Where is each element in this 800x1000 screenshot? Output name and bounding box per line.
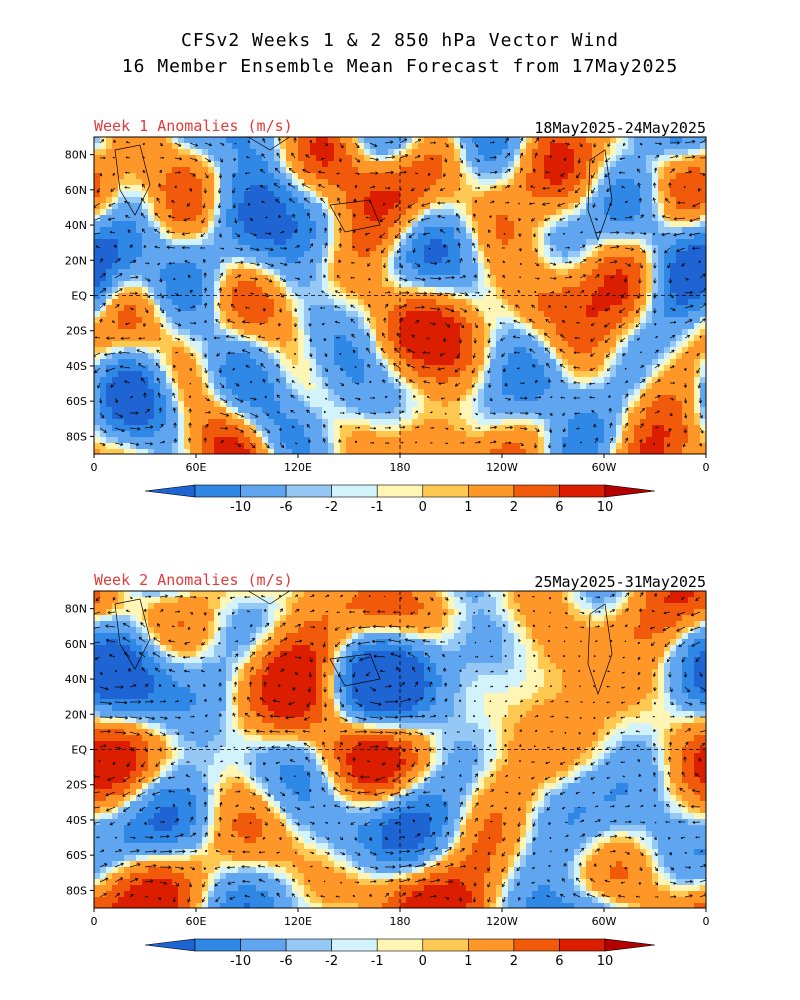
lon-tick-label: 120E xyxy=(284,915,312,928)
lat-tick-label: EQ xyxy=(71,744,87,757)
colorbar-segment xyxy=(376,484,424,498)
colorbar-tick-label: 2 xyxy=(510,954,518,969)
lat-tick-label: 80S xyxy=(66,884,87,897)
colorbar-segment xyxy=(559,484,606,498)
lon-tick-label: 60E xyxy=(186,915,207,928)
lat-tick-label: 80N xyxy=(65,149,87,162)
lon-tick-label: 60W xyxy=(592,461,617,474)
colorbar-tick-label: 1 xyxy=(464,954,472,969)
colorbar-segment xyxy=(240,938,287,952)
colorbar-segment xyxy=(559,938,606,952)
colorbar-segment xyxy=(422,938,469,952)
colorbar-tick-label: -2 xyxy=(325,500,338,515)
lat-tick-label: 60N xyxy=(65,184,87,197)
panel-2-title: Week 2 Anomalies (m/s) xyxy=(94,571,293,589)
lon-tick-label: 0 xyxy=(703,461,710,474)
lat-tick-label: EQ xyxy=(71,290,87,303)
lon-tick-label: 0 xyxy=(91,915,98,928)
colorbar-segment xyxy=(285,938,332,952)
panel-1-title: Week 1 Anomalies (m/s) xyxy=(94,117,293,135)
panel-2-map: 80N 60N 40N 20N EQ 20S 40S 60S 80S 0 60E 120E 180 120… xyxy=(65,590,710,928)
colorbar-tick-label: -10 xyxy=(230,954,251,969)
lat-tick-label: 40S xyxy=(66,360,87,373)
colorbar-tick-label: -1 xyxy=(371,500,384,515)
colorbar-tick-label: 6 xyxy=(555,500,563,515)
lat-tick-label: 60S xyxy=(66,395,87,408)
lat-tick-label: 20S xyxy=(66,325,87,338)
panel-2-colorbar: -10 -6 -2 -1 0 1 2 6 10 xyxy=(144,938,656,969)
lat-tick-label: 40N xyxy=(65,673,87,686)
colorbar-segment xyxy=(240,484,287,498)
colorbar-segment xyxy=(513,484,560,498)
colorbar-segment xyxy=(194,938,241,952)
colorbar-left-arrow xyxy=(144,938,196,952)
lon-tick-label: 180 xyxy=(390,915,411,928)
lon-tick-label: 120E xyxy=(284,461,312,474)
lat-tick-label: 60N xyxy=(65,638,87,651)
colorbar-segment xyxy=(376,938,424,952)
panel-2-date-range: 25May2025-31May2025 xyxy=(534,573,706,591)
colorbar-segment xyxy=(422,484,469,498)
colorbar-tick-label: 0 xyxy=(419,954,427,969)
panel-1-colorbar: -10 -6 -2 -1 0 1 2 6 10 xyxy=(144,484,656,515)
lat-tick-label: 40N xyxy=(65,219,87,232)
lat-tick-label: 20N xyxy=(65,708,87,721)
lat-tick-label: 80N xyxy=(65,603,87,616)
colorbar-right-arrow xyxy=(604,484,656,498)
lon-tick-label: 60E xyxy=(186,461,207,474)
colorbar-segment xyxy=(468,484,515,498)
figure-title-line-1: CFSv2 Weeks 1 & 2 850 hPa Vector Wind xyxy=(181,30,619,51)
colorbar-segment xyxy=(194,484,241,498)
colorbar-tick-label: 0 xyxy=(419,500,427,515)
lon-tick-label: 180 xyxy=(390,461,411,474)
colorbar-tick-label: 2 xyxy=(510,500,518,515)
colorbar-right-arrow xyxy=(604,938,656,952)
colorbar-tick-label: 10 xyxy=(597,954,614,969)
colorbar-tick-label: 6 xyxy=(555,954,563,969)
colorbar-segment xyxy=(468,938,515,952)
colorbar-segment xyxy=(285,484,332,498)
colorbar-tick-label: 10 xyxy=(597,500,614,515)
colorbar-tick-label: -6 xyxy=(280,500,293,515)
panel-1-map: 80N 60N 40N 20N EQ 20S 40S 60S 80S 0 60E 120E 180 120… xyxy=(65,136,710,474)
colorbar-left-arrow xyxy=(144,484,196,498)
colorbar-segment xyxy=(331,938,378,952)
colorbar-tick-label: -1 xyxy=(371,954,384,969)
colorbar-segment xyxy=(513,938,560,952)
colorbar-tick-label: -6 xyxy=(280,954,293,969)
colorbar-segment xyxy=(331,484,378,498)
lat-tick-label: 60S xyxy=(66,849,87,862)
lon-tick-label: 120W xyxy=(486,915,518,928)
lat-tick-label: 20S xyxy=(66,779,87,792)
lon-tick-label: 120W xyxy=(486,461,518,474)
colorbar-tick-label: -10 xyxy=(230,500,251,515)
lat-tick-label: 40S xyxy=(66,814,87,827)
lat-tick-label: 20N xyxy=(65,254,87,267)
colorbar-tick-label: 1 xyxy=(464,500,472,515)
lon-tick-label: 60W xyxy=(592,915,617,928)
lat-tick-label: 80S xyxy=(66,430,87,443)
panel-1-date-range: 18May2025-24May2025 xyxy=(534,119,706,137)
lon-tick-label: 0 xyxy=(91,461,98,474)
colorbar-tick-label: -2 xyxy=(325,954,338,969)
figure-title-line-2: 16 Member Ensemble Mean Forecast from 17… xyxy=(121,56,679,77)
lon-tick-label: 0 xyxy=(703,915,710,928)
